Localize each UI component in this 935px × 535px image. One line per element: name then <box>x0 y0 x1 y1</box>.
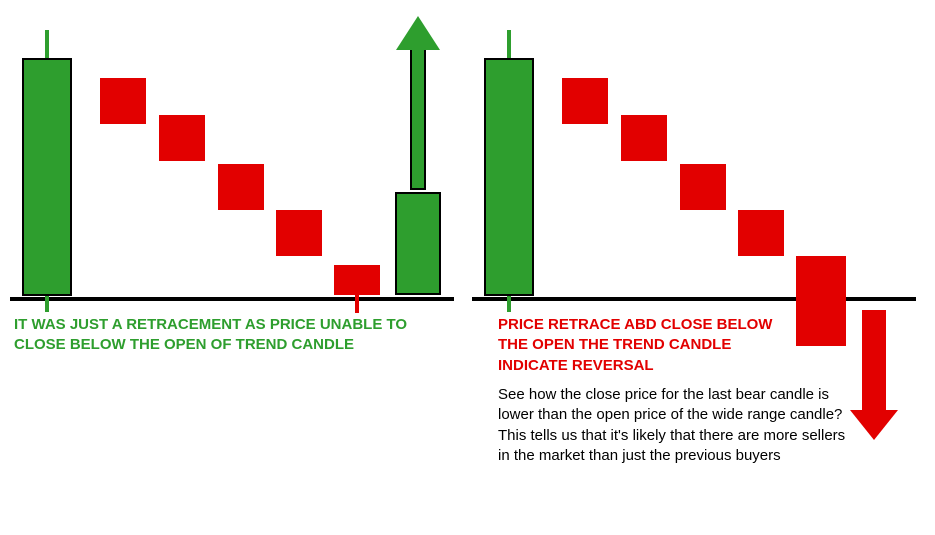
left-caption: IT WAS JUST A RETRACEMENT AS PRICE UNABL… <box>14 315 434 356</box>
left-wick-1 <box>45 30 49 58</box>
left-candle-7 <box>334 265 380 295</box>
left-candle-3 <box>100 78 146 124</box>
right-wick-2 <box>507 296 511 312</box>
candlestick-diagram: IT WAS JUST A RETRACEMENT AS PRICE UNABL… <box>0 0 935 535</box>
right-caption: PRICE RETRACE ABD CLOSE BELOW THE OPEN T… <box>498 315 798 376</box>
right-candle-7 <box>796 256 846 346</box>
right-candle-3 <box>562 78 608 124</box>
down-arrow-stem <box>862 310 886 410</box>
left-candle-4 <box>159 115 205 161</box>
baseline-left <box>10 297 454 301</box>
left-candle-5 <box>218 164 264 210</box>
left-candle-0 <box>22 58 72 296</box>
up-arrow-head <box>396 16 440 50</box>
left-wick-8 <box>355 295 359 313</box>
left-candle-9 <box>395 192 441 295</box>
right-candle-6 <box>738 210 784 256</box>
up-arrow-stem <box>410 40 426 190</box>
right-candle-5 <box>680 164 726 210</box>
right-wick-1 <box>507 30 511 58</box>
right-candle-0 <box>484 58 534 296</box>
left-candle-6 <box>276 210 322 256</box>
baseline-right <box>472 297 916 301</box>
explanation-text: See how the close price for the last bea… <box>498 385 858 466</box>
right-candle-4 <box>621 115 667 161</box>
left-wick-2 <box>45 296 49 312</box>
